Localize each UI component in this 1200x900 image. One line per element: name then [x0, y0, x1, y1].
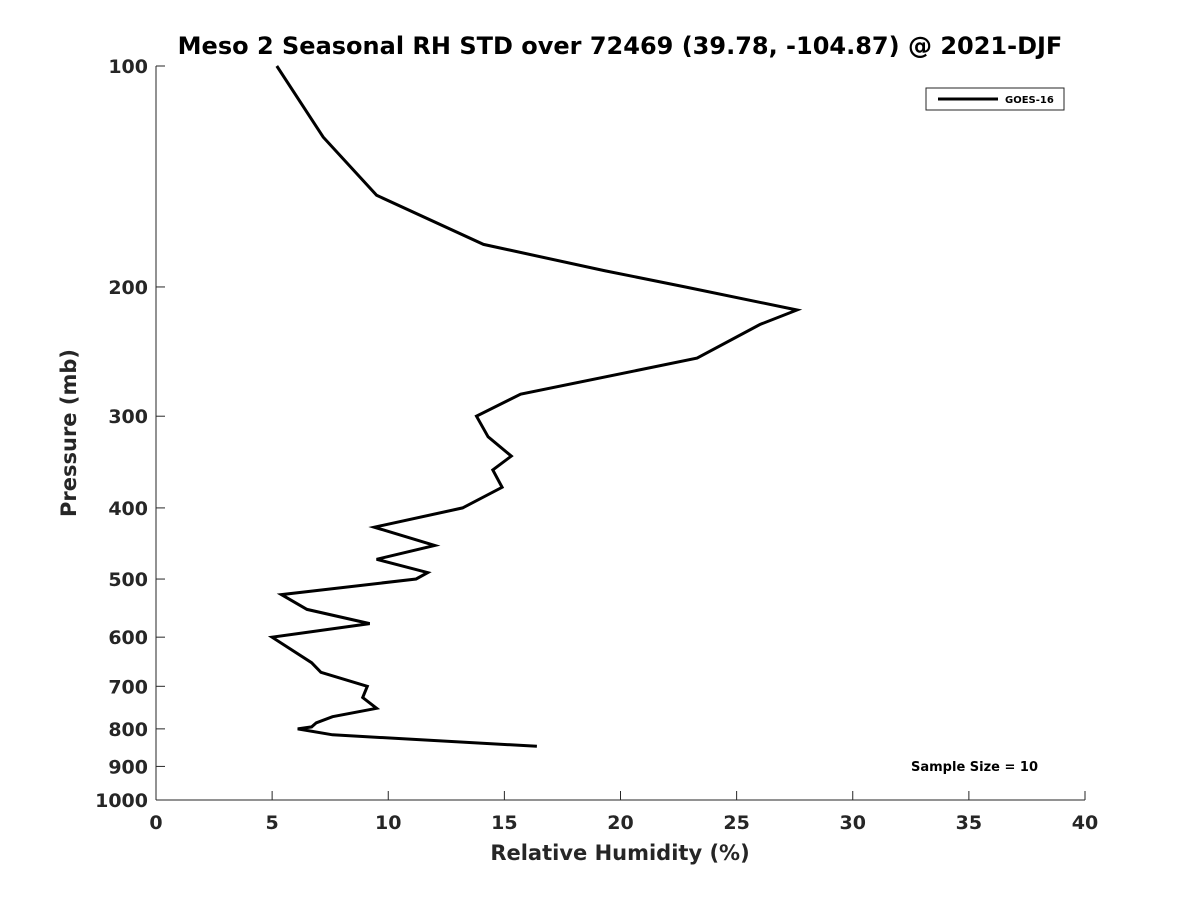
legend-label-goes16: GOES-16: [1005, 95, 1054, 106]
x-tick-label: 10: [375, 812, 401, 834]
sample-size-annotation: Sample Size = 10: [911, 760, 1038, 775]
y-tick-label: 800: [108, 719, 148, 741]
y-ticks: 100 200 300 400 500 600 700 800 900 1000: [95, 56, 165, 812]
series-line-goes-16: [267, 65, 803, 748]
y-tick-label: 400: [108, 498, 148, 520]
chart-title: Meso 2 Seasonal RH STD over 72469 (39.78…: [178, 32, 1063, 60]
x-tick-label: 40: [1072, 812, 1098, 834]
y-tick-label: 700: [108, 676, 148, 698]
x-tick-label: 5: [266, 812, 279, 834]
x-tick-label: 15: [491, 812, 517, 834]
x-tick-label: 35: [956, 812, 982, 834]
series-layer: [267, 65, 803, 748]
y-tick-label: 900: [108, 756, 148, 778]
y-axis-label: Pressure (mb): [57, 349, 81, 517]
x-tick-label: 25: [723, 812, 749, 834]
y-tick-label: 200: [108, 277, 148, 299]
y-tick-label: 500: [108, 569, 148, 591]
y-tick-label: 1000: [95, 790, 148, 812]
y-tick-label: 600: [108, 627, 148, 649]
x-axis-label: Relative Humidity (%): [490, 841, 749, 865]
x-tick-label: 30: [840, 812, 866, 834]
legend: GOES-16: [925, 87, 1065, 111]
y-tick-label: 100: [108, 56, 148, 78]
x-tick-label: 20: [607, 812, 633, 834]
x-ticks: 0 5 10 15 20 25 30 35 40: [149, 791, 1098, 834]
x-tick-label: 0: [149, 812, 162, 834]
y-tick-label: 300: [108, 406, 148, 428]
